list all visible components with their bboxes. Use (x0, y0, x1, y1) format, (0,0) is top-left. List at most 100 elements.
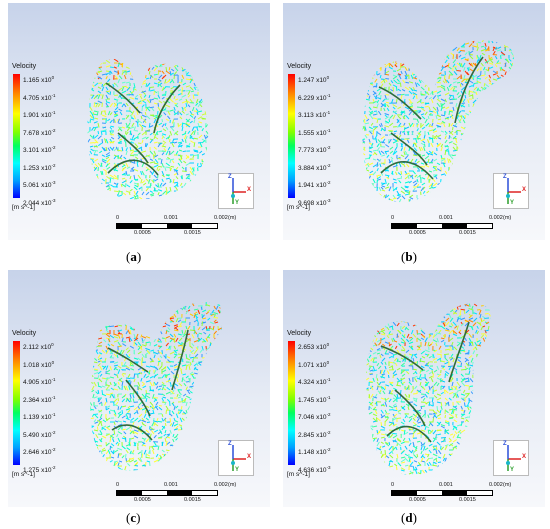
streamline (448, 321, 470, 383)
legend-value-exponent: -3 (326, 197, 331, 203)
legend-value: 1.941 x10-2 (298, 180, 331, 189)
legend-value-mantissa: 7.046 x10 (298, 414, 327, 422)
legend-color-bar (13, 341, 20, 465)
legend-value-mantissa: 3.113 x10 (298, 112, 327, 120)
legend-value: 7.046 x10-2 (298, 412, 331, 421)
panel-caption-letter: d (405, 510, 413, 525)
streamline (125, 379, 151, 417)
scale-tick-label: 0.002 (214, 482, 228, 488)
streamline (153, 84, 181, 134)
legend-value-mantissa: 2.646 x10 (23, 449, 52, 457)
legend-value: 1.071 x100 (298, 360, 329, 369)
legend-value-mantissa: 2.112 x10 (23, 344, 52, 352)
legend-value-exponent: -2 (326, 162, 331, 168)
legend-value-exponent: -3 (51, 197, 56, 203)
legend-value-mantissa: 1.071 x10 (298, 361, 327, 369)
scale-bar-segment (167, 491, 192, 495)
streamline (454, 56, 484, 124)
axis-triad-icon (231, 178, 246, 204)
legend-value-exponent: -1 (326, 110, 331, 115)
legend-title: Velocity (287, 63, 312, 70)
legend-value-exponent: 0 (51, 342, 54, 347)
legend-value: 5.490 x10-2 (23, 430, 56, 439)
legend-value-exponent: -2 (326, 180, 331, 185)
legend-value: 4.324 x10-1 (298, 377, 331, 386)
scale-bar-segment (117, 224, 142, 228)
streamline (105, 82, 141, 114)
legend-value: 5.061 x10-3 (23, 180, 56, 189)
legend-value-mantissa: 1.275 x10 (23, 466, 52, 474)
legend-value: 7.678 x10-2 (23, 128, 56, 137)
scale-bar-segment (167, 224, 192, 228)
axis-label-x: X (247, 187, 252, 193)
legend-value: 3.884 x10-2 (298, 163, 331, 172)
axis-label-y: Y (235, 467, 240, 473)
legend-unit: [m s^-1] (12, 204, 35, 211)
scale-subtick-label: 0.0005 (134, 230, 151, 236)
scale-subtick-label: 0.0015 (184, 230, 201, 236)
scale-bar-track (391, 490, 493, 496)
figure-panel-c: Velocity 2.112 x100 1.018 x100 4.905 x10-1 2… (8, 270, 270, 507)
legend-value-mantissa: 4.324 x10 (298, 379, 327, 387)
legend-value-exponent: 0 (326, 359, 330, 365)
legend-value-mantissa: 2.364 x10 (23, 396, 52, 404)
legend-value-exponent: -2 (326, 145, 331, 150)
legend-value-mantissa: 1.901 x10 (23, 112, 52, 120)
scale-tick-label: (m) (228, 482, 237, 488)
legend-value: 3.113 x10-1 (298, 110, 330, 119)
legend-unit: [m s^-1] (287, 471, 310, 478)
streamline (394, 389, 426, 427)
legend-value-mantissa: 4.905 x10 (23, 379, 52, 387)
axis-label-y: Y (510, 200, 515, 206)
streamline (380, 345, 424, 371)
legend-value: 4.905 x10-1 (23, 377, 56, 386)
legend-color-bar (288, 74, 295, 198)
legend-value-mantissa: 1.941 x10 (298, 182, 327, 190)
legend-value-exponent: -2 (51, 464, 56, 470)
legend-value-exponent: -2 (51, 145, 56, 150)
legend-value: 1.247 x100 (298, 75, 329, 84)
legend-value: 1.253 x10-2 (23, 163, 56, 172)
legend-value: 2.653 x100 (298, 342, 329, 351)
legend-value-exponent: -2 (51, 162, 56, 168)
scale-bar-segment (392, 224, 417, 228)
scale-bar: 0 0.001 0.002 (m) 0.0005 0.0015 (116, 215, 246, 240)
legend-value: 1.555 x10-1 (298, 128, 331, 137)
axis-label-z: Z (228, 174, 232, 180)
scale-tick-label: (m) (503, 482, 512, 488)
scale-bar-track (116, 223, 218, 229)
legend-value: 1.018 x100 (23, 360, 54, 369)
legend-value-exponent: -1 (51, 412, 56, 417)
legend-value: 2.044 x10-3 (23, 198, 56, 207)
axis-label-z: Z (503, 441, 507, 447)
legend-value-exponent: -1 (326, 394, 331, 400)
legend-value-exponent: 0 (51, 359, 55, 365)
legend-value: 1.148 x10-2 (298, 447, 331, 456)
legend-value-exponent: -1 (51, 377, 56, 382)
legend-value-mantissa: 3.101 x10 (23, 147, 52, 155)
scale-bar-track (391, 223, 493, 229)
streamline (107, 347, 149, 373)
legend-value: 2.845 x10-2 (298, 430, 331, 439)
legend-title: Velocity (12, 63, 37, 70)
legend-value-mantissa: 6.229 x10 (298, 94, 327, 102)
scale-tick-label: 0.002 (214, 215, 228, 221)
scale-subtick-label: 0.0015 (184, 497, 201, 503)
legend-value-exponent: -1 (51, 92, 56, 98)
legend-value-mantissa: 4.705 x10 (23, 94, 52, 102)
figure-panel-d: Velocity 2.653 x100 1.071 x100 4.324 x10-1 1… (283, 270, 545, 507)
panel-caption-b: (b) (401, 249, 417, 264)
axis-label-x: X (522, 454, 527, 460)
axis-label-y: Y (235, 200, 240, 206)
legend-value-exponent: -1 (51, 110, 56, 115)
scale-tick-label: 0 (116, 482, 120, 488)
streamline (380, 161, 434, 180)
legend-value-mantissa: 4.636 x10 (298, 466, 327, 474)
legend-color-bar (13, 74, 20, 198)
legend-value: 7.773 x10-2 (298, 145, 331, 154)
legend-value-mantissa: 7.773 x10 (298, 147, 327, 155)
legend-value-exponent: 0 (326, 75, 330, 80)
legend-value-exponent: -1 (51, 394, 56, 400)
scale-tick-label: 0 (116, 215, 120, 221)
scale-tick-label: 0 (391, 482, 395, 488)
